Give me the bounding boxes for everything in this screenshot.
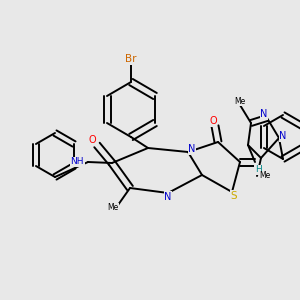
Text: Me: Me — [107, 203, 118, 212]
Text: NH: NH — [70, 158, 84, 166]
Text: N: N — [260, 109, 268, 119]
Text: Me: Me — [260, 172, 271, 181]
Text: Br: Br — [125, 54, 137, 64]
Text: H: H — [255, 166, 261, 175]
Text: O: O — [209, 116, 217, 126]
Text: Me: Me — [234, 97, 246, 106]
Text: N: N — [279, 131, 287, 141]
Text: N: N — [188, 144, 196, 154]
Text: O: O — [88, 135, 96, 145]
Text: S: S — [231, 191, 237, 201]
Text: N: N — [164, 192, 172, 202]
